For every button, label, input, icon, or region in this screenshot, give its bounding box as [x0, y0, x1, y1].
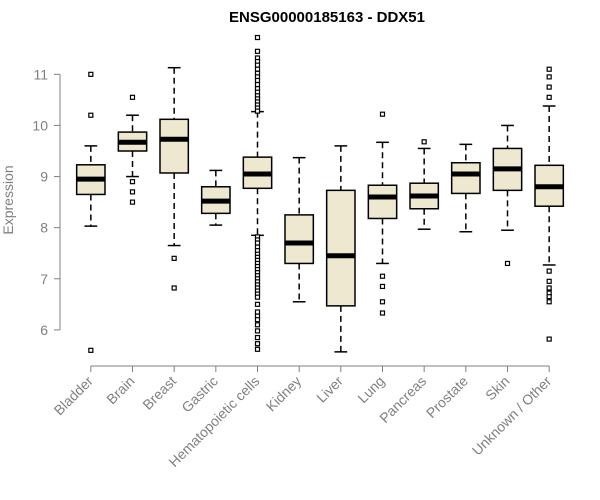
outlier-point: [546, 285, 552, 291]
outlier-point: [254, 334, 261, 341]
outlier-point: [379, 310, 386, 316]
outlier-point: [129, 179, 136, 185]
box-kidney: [284, 156, 315, 303]
box-breast: [159, 66, 190, 291]
outlier-point: [129, 94, 136, 100]
outlier-point: [88, 71, 94, 77]
outlier-point: [88, 347, 94, 353]
outlier-point: [546, 84, 552, 90]
x-tick-label: Unknown / Other: [469, 373, 555, 459]
box-hematopoietic-cells: [242, 34, 273, 352]
outlier-point: [171, 255, 177, 261]
outlier-point: [546, 278, 552, 284]
x-tick-label: Bladder: [51, 373, 97, 419]
outlier-point: [379, 283, 386, 290]
outlier-point: [254, 34, 261, 41]
outlier-point: [546, 268, 552, 274]
iqr-box: [367, 184, 398, 220]
box-brain: [117, 94, 148, 205]
y-tick-label: 6: [40, 322, 48, 338]
iqr-box: [284, 214, 315, 265]
iqr-box: [450, 162, 481, 195]
outlier-point: [254, 309, 261, 315]
outlier-point: [254, 108, 261, 114]
outlier-point: [546, 294, 552, 300]
x-tick-label: Lung: [354, 373, 387, 406]
outlier-point: [546, 336, 552, 342]
outlier-point: [546, 299, 552, 305]
outlier-point: [88, 112, 94, 118]
box-prostate: [450, 143, 481, 233]
x-tick-label: Kidney: [263, 373, 305, 415]
outlier-point: [254, 81, 261, 88]
x-tick-label: Prostate: [423, 373, 471, 421]
box-series: [75, 34, 565, 353]
y-axis-label: Expression: [0, 165, 16, 234]
outlier-point: [254, 48, 261, 54]
x-tick-label: Breast: [139, 373, 179, 413]
y-tick-label: 7: [40, 271, 48, 287]
chart-title: ENSG00000185163 - DDX51: [229, 9, 425, 26]
outlier-point: [546, 66, 552, 72]
outlier-point: [379, 299, 386, 305]
box-liver: [325, 145, 356, 353]
outlier-point: [254, 301, 261, 307]
outlier-point: [546, 94, 552, 100]
box-gastric: [200, 169, 231, 226]
y-tick-label: 9: [40, 169, 48, 185]
outlier-point: [171, 285, 177, 291]
outlier-point: [129, 189, 136, 195]
outlier-point: [254, 240, 261, 246]
outlier-point: [379, 273, 386, 279]
box-bladder: [75, 71, 106, 353]
outlier-point: [504, 260, 511, 267]
outlier-point: [129, 199, 136, 205]
outlier-point: [254, 346, 261, 352]
box-unknown-other: [534, 66, 565, 342]
outlier-point: [254, 322, 261, 328]
outlier-point: [254, 77, 261, 84]
box-lung: [367, 111, 398, 316]
x-tick-label: Brain: [103, 373, 137, 407]
outlier-point: [379, 111, 386, 117]
outlier-point: [254, 66, 261, 72]
outlier-point: [421, 139, 427, 145]
x-tick-label: Liver: [313, 373, 346, 406]
y-axis: 6 7 8 9 10 11: [32, 66, 61, 338]
iqr-box: [325, 189, 356, 307]
y-tick-label: 10: [32, 117, 48, 133]
iqr-box: [159, 118, 190, 174]
y-tick-label: 11: [33, 66, 48, 82]
outlier-point: [254, 62, 261, 68]
outlier-point: [254, 294, 261, 300]
y-tick-label: 8: [40, 220, 48, 236]
outlier-point: [254, 328, 261, 334]
box-skin: [492, 124, 523, 267]
box-pancreas: [409, 139, 440, 230]
outlier-point: [254, 317, 261, 323]
outlier-point: [254, 341, 261, 347]
outlier-point: [546, 74, 552, 80]
x-tick-label: Skin: [482, 373, 513, 404]
